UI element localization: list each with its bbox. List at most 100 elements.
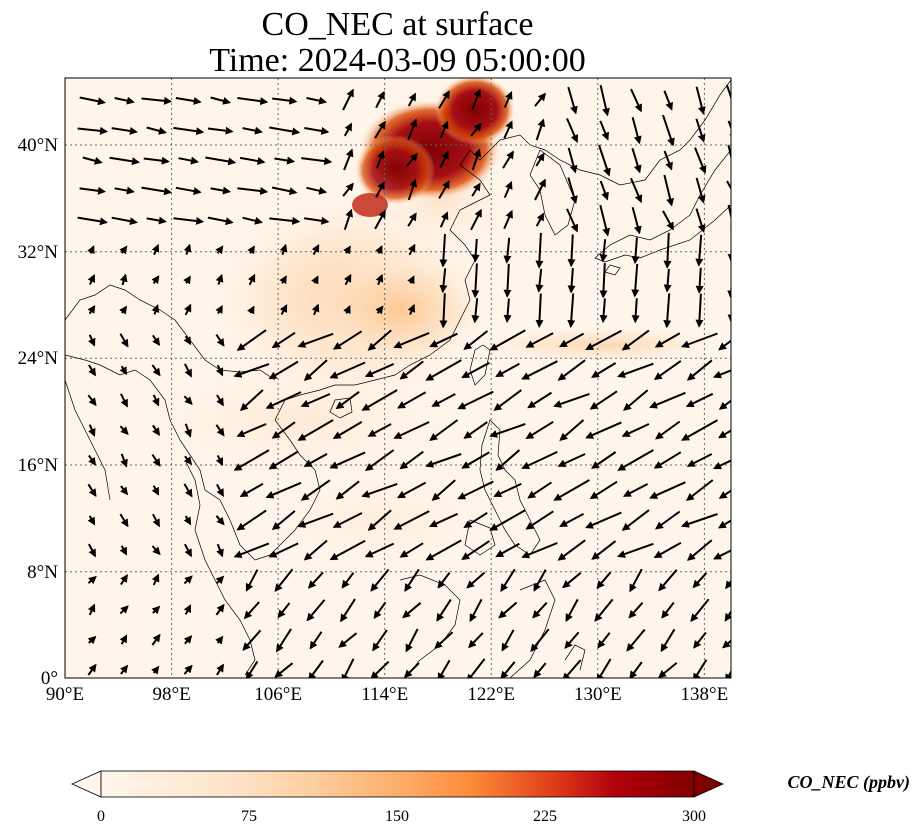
wind-arrow xyxy=(567,147,578,174)
wind-arrow xyxy=(399,450,424,470)
wind-arrow xyxy=(216,394,224,407)
wind-arrow xyxy=(178,156,199,165)
lon-tick-label: 90°E xyxy=(46,684,84,705)
wind-arrow xyxy=(88,364,96,377)
wind-arrow xyxy=(463,421,488,439)
wind-arrow xyxy=(457,390,494,410)
wind-arrow xyxy=(119,333,129,348)
wind-arrow xyxy=(425,359,462,381)
wind-arrow xyxy=(631,206,642,235)
wind-arrow xyxy=(114,96,135,105)
colorbar-extend-high xyxy=(693,770,724,798)
wind-arrow xyxy=(463,330,489,350)
wind-arrow xyxy=(119,425,129,435)
wind-arrow xyxy=(152,334,160,347)
wind-arrow xyxy=(591,540,617,560)
wind-arrow xyxy=(245,660,259,678)
wind-arrow xyxy=(120,453,128,468)
wind-arrow xyxy=(598,144,611,177)
wind-arrow xyxy=(119,365,128,376)
lat-tick-label: 16°N xyxy=(18,455,59,476)
wind-arrow xyxy=(663,232,672,269)
wind-arrow xyxy=(87,245,95,255)
lon-tick-label: 106°E xyxy=(254,684,302,705)
wind-arrow xyxy=(279,275,287,285)
wind-arrow xyxy=(471,298,480,324)
wind-arrow xyxy=(695,118,706,143)
wind-arrow xyxy=(152,424,160,437)
wind-arrow xyxy=(535,118,546,141)
wind-arrow xyxy=(503,120,513,139)
wind-arrow xyxy=(564,631,580,649)
wind-arrow xyxy=(265,481,302,499)
wind-arrow xyxy=(335,480,360,500)
wind-arrow xyxy=(461,540,491,560)
wind-arrow xyxy=(599,84,610,117)
wind-arrow xyxy=(713,549,731,560)
wind-arrow xyxy=(207,126,234,135)
wind-arrow xyxy=(233,449,270,471)
wind-arrow xyxy=(332,512,363,528)
wind-arrow xyxy=(306,186,328,195)
wind-arrow xyxy=(87,663,97,676)
wind-arrow xyxy=(599,180,609,201)
wind-arrow xyxy=(215,635,224,645)
wind-arrow xyxy=(300,393,331,408)
wind-arrow xyxy=(558,332,585,348)
wind-arrow xyxy=(87,304,96,315)
wind-arrow xyxy=(631,264,640,298)
wind-arrow xyxy=(272,96,298,105)
wind-arrow xyxy=(489,423,526,438)
wind-arrow xyxy=(120,393,128,408)
wind-arrow xyxy=(183,664,193,675)
wind-arrow xyxy=(183,575,193,585)
wind-arrow xyxy=(525,510,554,530)
colorbar-tick-label: 75 xyxy=(241,808,257,825)
wind-arrow xyxy=(374,209,386,230)
wind-arrow xyxy=(341,572,355,589)
wind-arrow xyxy=(527,391,553,409)
wind-arrow xyxy=(146,216,167,225)
wind-arrow xyxy=(303,539,328,561)
wind-arrow xyxy=(463,511,488,529)
colorbar-tick-label: 300 xyxy=(682,808,706,825)
wind-arrow xyxy=(365,449,395,471)
wind-arrow xyxy=(521,360,558,380)
wind-arrow xyxy=(559,419,585,442)
wind-arrow xyxy=(533,662,547,678)
wind-arrow xyxy=(268,360,299,380)
wind-arrow xyxy=(79,186,106,195)
wind-arrow xyxy=(236,423,267,438)
wind-arrow xyxy=(407,275,415,285)
wind-arrow xyxy=(655,420,681,440)
wind-arrow xyxy=(597,632,611,649)
wind-arrow xyxy=(87,635,97,645)
wind-arrow xyxy=(173,126,205,136)
wind-arrow xyxy=(375,150,385,169)
wind-arrow xyxy=(599,239,608,263)
lat-tick-label: 40°N xyxy=(18,135,59,156)
wind-arrow xyxy=(215,424,225,437)
wind-arrow xyxy=(596,658,612,678)
wind-arrow xyxy=(120,485,129,496)
wind-arrow xyxy=(151,485,160,496)
wind-arrow xyxy=(466,658,486,678)
wind-arrow xyxy=(503,237,512,264)
wind-arrow xyxy=(695,177,706,204)
lon-tick-label: 114°E xyxy=(361,684,408,705)
wind-arrow xyxy=(425,453,462,468)
colorbar-title: CO_NEC (ppbv) xyxy=(788,772,911,793)
wind-arrow xyxy=(567,293,576,329)
lon-tick-label: 138°E xyxy=(681,684,729,705)
wind-arrow xyxy=(119,305,127,315)
wind-arrow xyxy=(471,263,480,299)
wind-arrow xyxy=(628,602,644,619)
wind-arrow xyxy=(692,659,708,678)
wind-arrow xyxy=(271,186,298,196)
wind-arrow xyxy=(727,120,731,141)
wind-arrow xyxy=(468,632,484,649)
wind-arrow xyxy=(183,335,192,346)
lon-tick-label: 130°E xyxy=(574,684,622,705)
wind-arrow xyxy=(713,369,731,379)
